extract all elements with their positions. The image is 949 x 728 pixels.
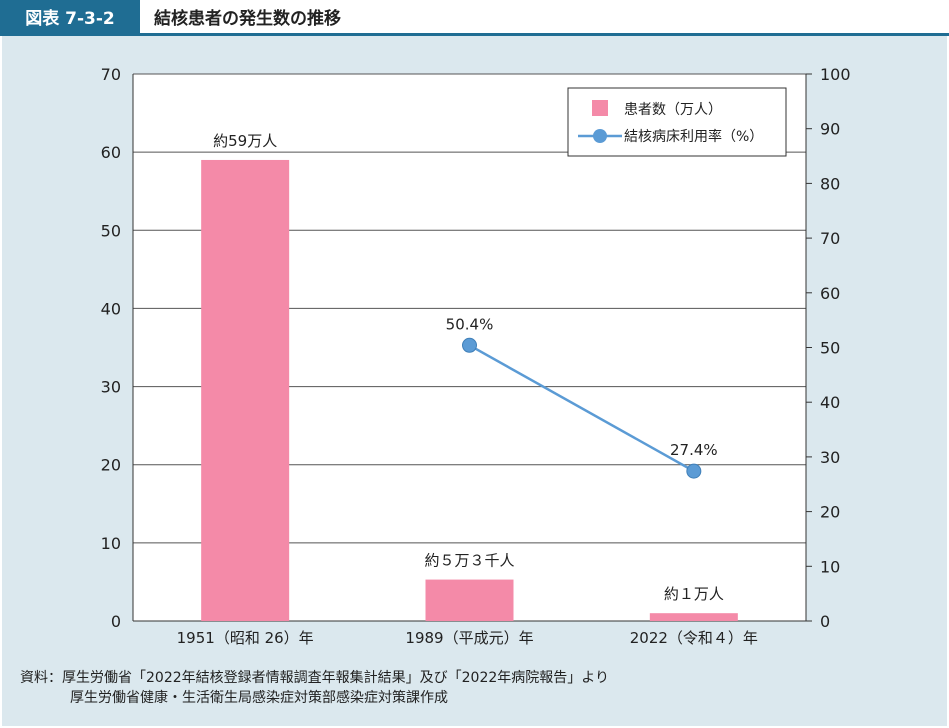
right-tick-label: 10 <box>820 557 840 576</box>
legend-swatch-marker <box>593 129 607 143</box>
legend-label-bar: 患者数（万人） <box>624 102 722 118</box>
left-tick-label: 20 <box>101 456 121 475</box>
right-tick-label: 80 <box>820 174 840 193</box>
category-label: 1951（昭和 26）年 <box>177 629 314 647</box>
line-data-label: 27.4% <box>670 441 718 459</box>
right-tick-label: 100 <box>820 65 851 84</box>
figure-header: 図表 7-3-2 結核患者の発生数の推移 <box>0 0 949 36</box>
legend-label-line: 結核病床利用率（%） <box>624 128 763 145</box>
legend-box <box>567 87 787 157</box>
left-tick-label: 40 <box>101 299 121 318</box>
right-tick-label: 50 <box>820 339 840 358</box>
right-tick-label: 70 <box>820 229 840 248</box>
line-data-label: 50.4% <box>446 315 494 333</box>
left-tick-label: 10 <box>101 534 121 553</box>
left-tick-label: 30 <box>101 378 121 397</box>
source-line-2: 厚生労働省健康・生活衛生局感染症対策部感染症対策課作成 <box>70 690 448 706</box>
source-note: 資料：厚生労働省「2022年結核登録者情報調査年報集計結果」及び「2022年病院… <box>20 668 609 708</box>
right-tick-label: 30 <box>820 448 840 467</box>
figure-number-badge: 図表 7-3-2 <box>0 0 140 33</box>
right-tick-label: 90 <box>820 120 840 139</box>
line-point <box>462 337 477 353</box>
left-tick-label: 0 <box>111 612 121 631</box>
left-tick-label: 60 <box>101 143 121 162</box>
right-tick-label: 40 <box>820 393 840 412</box>
right-tick-label: 60 <box>820 284 840 303</box>
line-point <box>686 463 702 479</box>
bar <box>649 613 738 621</box>
bar <box>425 579 514 621</box>
legend-swatch-bar <box>592 100 608 116</box>
left-tick-label: 70 <box>101 65 121 84</box>
bar <box>201 159 290 621</box>
figure-title: 結核患者の発生数の推移 <box>154 9 341 29</box>
bar-data-label: 約５万３千人 <box>424 552 514 570</box>
right-tick-label: 20 <box>820 503 840 522</box>
source-line-1: 資料：厚生労働省「2022年結核登録者情報調査年報集計結果」及び「2022年病院… <box>20 670 609 686</box>
category-label: 2022（令和４）年 <box>630 629 758 647</box>
line-series <box>468 344 695 473</box>
left-tick-label: 50 <box>101 221 121 240</box>
category-label: 1989（平成元）年 <box>405 629 533 647</box>
bar-data-label: 約59万人 <box>213 132 277 150</box>
right-tick-label: 0 <box>820 612 830 631</box>
bar-data-label: 約１万人 <box>664 585 724 603</box>
